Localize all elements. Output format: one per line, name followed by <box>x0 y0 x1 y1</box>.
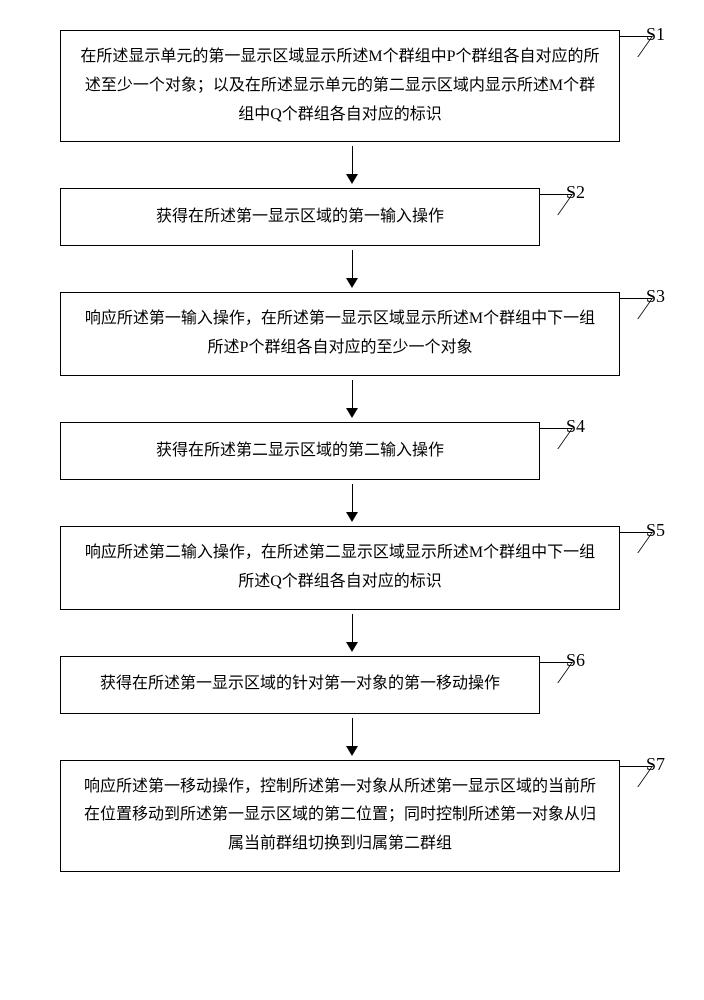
step-box: 获得在所述第一显示区域的第一输入操作 <box>60 188 540 246</box>
step-box: 响应所述第一移动操作，控制所述第一对象从所述第一显示区域的当前所在位置移动到所述… <box>60 760 620 872</box>
step-row: 在所述显示单元的第一显示区域显示所述M个群组中P个群组各自对应的所述至少一个对象… <box>20 30 684 142</box>
step-label: S4 <box>566 416 585 437</box>
step-box: 在所述显示单元的第一显示区域显示所述M个群组中P个群组各自对应的所述至少一个对象… <box>60 30 620 142</box>
step-row: 获得在所述第一显示区域的针对第一对象的第一移动操作S6 <box>20 656 684 714</box>
step-label: S3 <box>646 286 665 307</box>
step-label: S2 <box>566 182 585 203</box>
arrow-down-icon <box>346 718 358 756</box>
step-row: 获得在所述第一显示区域的第一输入操作S2 <box>20 188 684 246</box>
arrow-down-icon <box>346 146 358 184</box>
step-row: 获得在所述第二显示区域的第二输入操作S4 <box>20 422 684 480</box>
step-label: S5 <box>646 520 665 541</box>
step-box: 获得在所述第二显示区域的第二输入操作 <box>60 422 540 480</box>
flowchart-container: 在所述显示单元的第一显示区域显示所述M个群组中P个群组各自对应的所述至少一个对象… <box>20 30 684 872</box>
step-box: 响应所述第一输入操作，在所述第一显示区域显示所述M个群组中下一组所述P个群组各自… <box>60 292 620 376</box>
step-label: S1 <box>646 24 665 45</box>
arrow-down-icon <box>346 250 358 288</box>
step-row: 响应所述第一移动操作，控制所述第一对象从所述第一显示区域的当前所在位置移动到所述… <box>20 760 684 872</box>
arrow-down-icon <box>346 614 358 652</box>
step-row: 响应所述第一输入操作，在所述第一显示区域显示所述M个群组中下一组所述P个群组各自… <box>20 292 684 376</box>
step-box: 获得在所述第一显示区域的针对第一对象的第一移动操作 <box>60 656 540 714</box>
arrow-down-icon <box>346 380 358 418</box>
step-label: S6 <box>566 650 585 671</box>
step-label: S7 <box>646 754 665 775</box>
step-row: 响应所述第二输入操作，在所述第二显示区域显示所述M个群组中下一组所述Q个群组各自… <box>20 526 684 610</box>
arrow-down-icon <box>346 484 358 522</box>
step-box: 响应所述第二输入操作，在所述第二显示区域显示所述M个群组中下一组所述Q个群组各自… <box>60 526 620 610</box>
